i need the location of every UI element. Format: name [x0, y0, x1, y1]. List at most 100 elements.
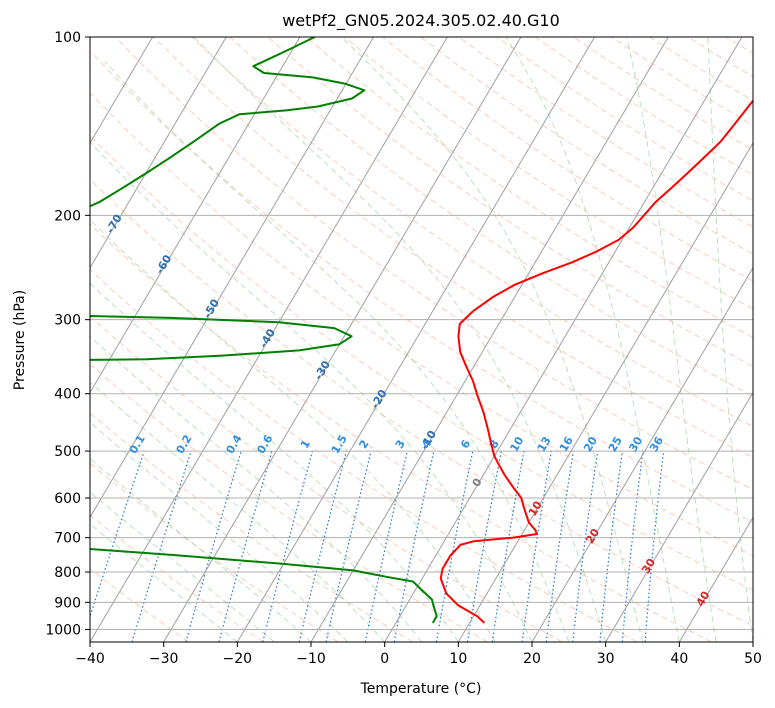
mixing-ratio-line — [545, 451, 574, 642]
mixing-ratio-label: 0.4 — [224, 432, 245, 456]
dry-adiabat — [90, 567, 190, 642]
mixing-ratio-label: 1 — [298, 438, 313, 451]
y-tick-label: 100 — [54, 30, 81, 46]
isotherm — [384, 37, 743, 642]
isotherm — [163, 37, 522, 642]
dry-adiabat — [305, 37, 753, 338]
dry-adiabat — [611, 37, 753, 126]
moist-adiabat — [341, 37, 643, 642]
mixing-ratio-line — [218, 450, 273, 642]
moist-adiabat — [505, 37, 680, 642]
isotherm-label: -40 — [257, 326, 278, 350]
moist-adiabat — [193, 37, 607, 642]
mixing-ratio-line — [521, 451, 552, 642]
mixing-ratio-label: 0.6 — [254, 432, 275, 456]
x-tick-label: −40 — [75, 651, 105, 667]
isotherm-label: 0 — [470, 476, 485, 490]
isotherm-label: 10 — [526, 498, 545, 518]
x-tick-label: 10 — [449, 651, 467, 667]
moist-adiabat — [90, 491, 275, 642]
isotherm-label: -90 — [14, 114, 35, 138]
isotherm — [752, 641, 753, 642]
dry-adiabat — [649, 37, 753, 102]
temperature-line — [439, 99, 753, 624]
isotherm — [236, 37, 596, 642]
isotherm-label: 40 — [694, 589, 713, 609]
isotherm — [90, 37, 154, 145]
dry-adiabat — [90, 514, 264, 642]
dewpoint-line — [90, 37, 438, 624]
dry-adiabat — [420, 37, 753, 255]
plot-frame — [89, 36, 754, 643]
mixing-ratio-line — [572, 451, 599, 642]
isotherm — [678, 516, 753, 642]
x-tick-label: −10 — [296, 651, 326, 667]
moist-adiabat — [90, 219, 496, 642]
moist-adiabat — [90, 335, 422, 642]
dry-adiabat — [90, 315, 563, 642]
isotherm-label: -50 — [201, 297, 222, 321]
mixing-ratio-label: 0.1 — [127, 433, 148, 456]
mixing-ratio-line — [621, 451, 644, 642]
x-tick-label: 40 — [670, 651, 688, 667]
mixing-ratio-line — [262, 450, 314, 642]
y-tick-label: 1000 — [45, 622, 81, 638]
mixing-ratio-label: 8 — [487, 438, 502, 451]
isotherm — [605, 391, 753, 642]
y-tick-label: 300 — [54, 313, 81, 329]
mixing-ratio-line — [298, 450, 347, 642]
dry-adiabat — [90, 223, 712, 642]
isotherm — [310, 37, 669, 642]
y-tick-label: 200 — [54, 208, 81, 224]
moist-adiabat — [90, 421, 349, 642]
isotherm — [90, 37, 301, 394]
mixing-ratio-label: 3 — [393, 438, 408, 451]
moist-adiabat — [90, 523, 238, 642]
isotherm-label: 20 — [583, 526, 602, 546]
dry-adiabat — [90, 178, 753, 627]
dry-adiabat — [90, 412, 414, 642]
mixing-ratio-line — [90, 450, 145, 619]
x-tick-label: 50 — [744, 651, 762, 667]
mixing-ratio-line — [393, 450, 435, 642]
background-lines — [0, 37, 753, 642]
y-axis-label: Pressure (hPa) — [12, 290, 28, 390]
y-axis-ticks: 100 200 300 400 500 600 700 800 900 1000 — [45, 30, 90, 638]
x-tick-label: −20 — [223, 651, 253, 667]
mixing-ratio-line — [435, 450, 474, 642]
isotherm — [90, 37, 227, 269]
moist-adiabat — [626, 37, 717, 642]
moist-adiabat — [90, 381, 386, 642]
mixing-ratio-line — [644, 451, 665, 642]
y-tick-label: 900 — [54, 595, 81, 611]
isotherm — [0, 37, 5, 642]
dry-adiabat — [90, 50, 753, 523]
dry-adiabat — [191, 37, 753, 428]
dry-adiabat — [458, 37, 753, 228]
y-tick-label: 400 — [54, 387, 81, 403]
x-axis-ticks: −40 −30 −20 −10 0 10 20 30 40 50 — [75, 642, 762, 667]
mixing-ratio-line — [325, 450, 372, 642]
isotherm-label: -30 — [312, 358, 333, 382]
isotherm — [90, 37, 375, 519]
chart-title: wetPf2_GN05.2024.305.02.40.G10 — [282, 11, 560, 31]
moist-adiabat — [707, 37, 753, 642]
mixing-ratio-line — [364, 450, 408, 642]
mixing-ratio-line — [185, 450, 242, 642]
moist-adiabat — [90, 282, 459, 642]
x-tick-label: 0 — [380, 651, 389, 667]
mixing-ratio-label: 2 — [357, 438, 372, 451]
dry-adiabat — [534, 37, 753, 176]
dry-adiabat — [382, 37, 753, 282]
x-tick-label: −30 — [149, 651, 179, 667]
dry-adiabat — [90, 363, 488, 642]
x-tick-label: 20 — [523, 651, 541, 667]
moist-adiabat — [104, 61, 570, 642]
isotherm-label: -60 — [153, 252, 174, 276]
y-tick-label: 800 — [54, 565, 81, 581]
y-tick-label: 600 — [54, 491, 81, 507]
dry-adiabat — [267, 37, 753, 368]
dry-adiabat — [229, 37, 753, 397]
isotherm — [531, 266, 753, 642]
